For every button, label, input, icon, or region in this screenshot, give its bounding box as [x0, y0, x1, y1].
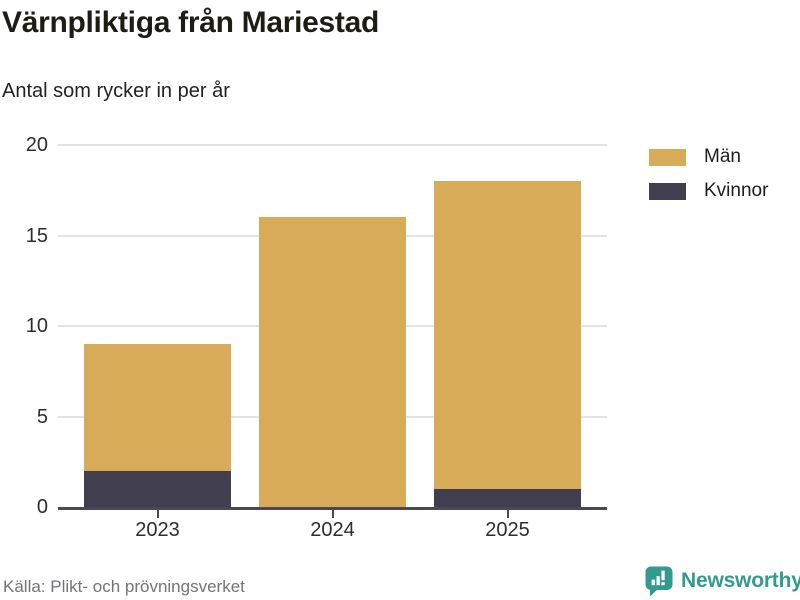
y-axis-label-5: 5 [36, 405, 48, 428]
source-caption: Källa: Plikt- och prövningsverket [3, 577, 245, 596]
newsworthy-wordmark: Newsworthy [681, 569, 800, 592]
bar-segment-män-2024 [259, 217, 406, 507]
x-axis-label-2024: 2024 [310, 519, 355, 541]
y-axis-label-10: 10 [25, 315, 48, 337]
y-axis-label-0: 0 [36, 496, 48, 518]
x-axis-tick-2023 [156, 510, 159, 518]
bar-chart-speech-bubble-icon [645, 566, 673, 597]
x-axis-label-2023: 2023 [135, 519, 180, 541]
chart-title: Värnpliktiga från Mariestad [2, 6, 380, 39]
gridline-y-20 [58, 144, 607, 146]
plot-area: 2023 2024 2025 [58, 144, 607, 541]
y-axis-label-15: 15 [25, 224, 48, 247]
bar-group-2023 [84, 344, 231, 507]
y-axis: 0 5 10 15 20 [0, 134, 48, 518]
chart-subtitle: Antal som rycker in per år [2, 80, 230, 102]
legend-row-kvinnor: Kvinnor [649, 180, 768, 202]
x-axis-tick-2025 [506, 510, 509, 518]
x-axis-tick-2024 [331, 510, 334, 518]
legend-swatch-män [649, 148, 686, 166]
legend: Män Kvinnor [649, 146, 768, 214]
legend-swatch-kvinnor [649, 182, 686, 200]
bar-segment-män-2025 [434, 181, 581, 489]
y-axis-label-20: 20 [25, 134, 48, 156]
x-axis-label-2025: 2025 [485, 519, 530, 541]
newsworthy-logo[interactable]: Newsworthy [644, 565, 800, 597]
bar-group-2024 [259, 217, 406, 507]
x-axis-line [58, 507, 607, 510]
bar-segment-kvinnor-2025 [434, 488, 581, 507]
legend-row-män: Män [649, 146, 768, 168]
bar-segment-män-2023 [84, 344, 231, 471]
bar-group-2025 [434, 181, 581, 507]
bar-segment-kvinnor-2023 [84, 470, 231, 507]
legend-label-kvinnor: Kvinnor [704, 180, 769, 201]
legend-label-män: Män [704, 146, 741, 167]
